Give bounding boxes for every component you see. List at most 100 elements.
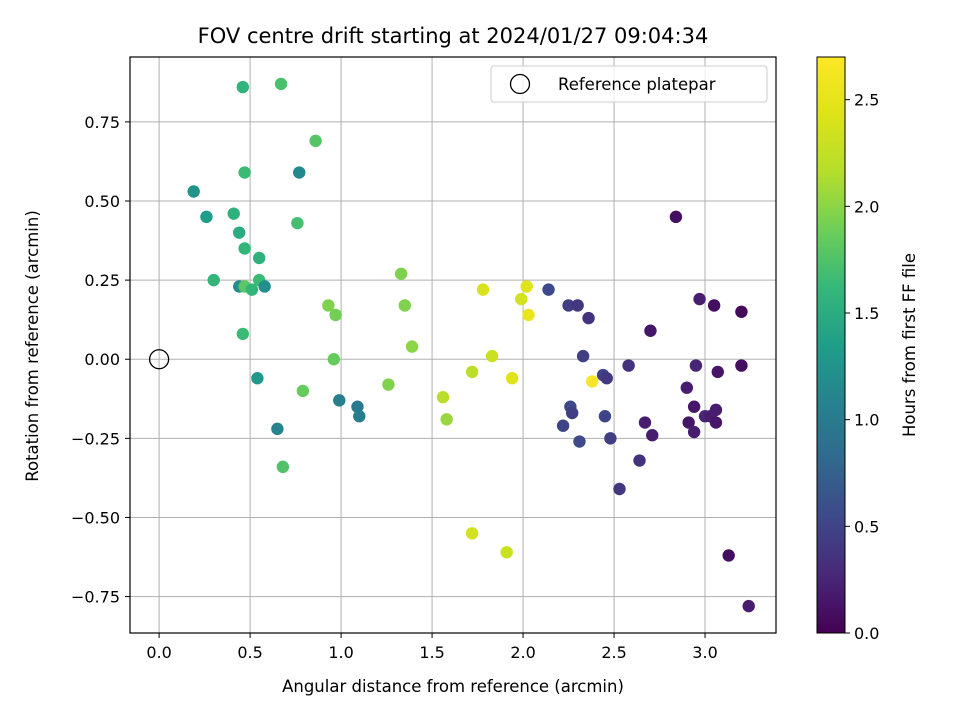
data-point	[476, 283, 490, 296]
data-point	[394, 267, 408, 280]
data-point	[646, 428, 659, 442]
data-point	[293, 166, 306, 179]
data-point	[669, 210, 683, 224]
data-point	[274, 77, 288, 91]
data-point	[600, 372, 613, 385]
data-point	[465, 527, 479, 540]
data-point	[709, 403, 723, 417]
y-tick-label: 0.00	[84, 350, 120, 369]
data-point	[689, 359, 703, 372]
data-point	[382, 378, 395, 391]
data-point	[405, 340, 419, 353]
y-tick-label: 0.25	[84, 271, 120, 290]
data-point	[276, 460, 290, 474]
data-point	[515, 292, 528, 306]
data-point	[251, 372, 264, 385]
data-point	[440, 413, 453, 426]
colorbar-tick-label: 1.0	[854, 411, 879, 430]
data-point	[542, 283, 555, 296]
data-point	[565, 406, 579, 420]
data-point	[207, 273, 220, 287]
data-point	[353, 410, 366, 423]
x-tick-label: 0.0	[146, 643, 171, 662]
colorbar: 0.0 0.5 1.0 1.5 2.0 2.5 Hours from first FF f…	[816, 56, 919, 643]
data-point	[200, 210, 213, 224]
x-tick-label: 1.0	[328, 643, 353, 662]
data-point	[258, 280, 271, 293]
data-point	[571, 299, 584, 312]
data-point	[586, 375, 599, 388]
colorbar-tick-label: 2.0	[854, 197, 879, 216]
data-point	[680, 381, 694, 394]
y-axis-ticks: 0.75 0.50 0.25 0.00 −0.25 −0.50 −0.75	[71, 113, 130, 607]
x-tick-label: 0.5	[237, 643, 262, 662]
y-tick-label: −0.25	[71, 429, 120, 448]
data-point	[236, 80, 250, 94]
legend: Reference platepar	[490, 65, 768, 103]
data-point	[633, 454, 646, 467]
data-point	[644, 324, 657, 337]
colorbar-ticks: 0.0 0.5 1.0 1.5 2.0 2.5	[845, 91, 879, 643]
data-point	[296, 384, 310, 398]
legend-box	[490, 65, 768, 103]
data-point	[309, 134, 322, 148]
data-point	[245, 283, 259, 296]
legend-marker-reference-icon	[509, 73, 531, 95]
data-point	[500, 546, 513, 559]
grid-lines	[130, 57, 776, 633]
data-points	[148, 77, 755, 613]
data-point	[271, 422, 284, 436]
legend-label-reference: Reference platepar	[558, 75, 716, 94]
data-point	[238, 242, 251, 255]
data-point	[604, 432, 617, 445]
data-point	[322, 299, 335, 312]
data-point	[582, 311, 595, 325]
axes-frame	[129, 56, 777, 634]
data-point	[576, 349, 590, 363]
reference-platepar-marker	[148, 349, 170, 370]
data-point	[351, 400, 364, 413]
data-point	[598, 410, 612, 423]
data-point	[291, 216, 304, 230]
data-point	[333, 394, 346, 407]
data-point	[709, 416, 723, 429]
data-point	[556, 419, 570, 432]
x-axis-label: Angular distance from reference (arcmin)	[282, 677, 624, 696]
data-point	[622, 359, 635, 372]
data-point	[682, 416, 695, 429]
data-point	[232, 226, 246, 239]
colorbar-gradient	[816, 56, 846, 634]
data-point	[236, 327, 250, 341]
x-tick-label: 1.5	[419, 643, 444, 662]
data-point	[687, 400, 701, 413]
data-point	[465, 365, 479, 379]
data-point	[562, 299, 575, 312]
plot-frame	[129, 56, 777, 634]
data-point	[707, 299, 721, 312]
data-point	[238, 166, 251, 179]
data-point	[735, 359, 748, 372]
data-point	[329, 308, 342, 322]
x-tick-label: 2.0	[510, 643, 535, 662]
y-tick-label: −0.50	[71, 508, 120, 527]
data-point	[693, 292, 706, 306]
colorbar-tick-label: 1.5	[854, 304, 879, 323]
y-tick-label: 0.50	[84, 192, 120, 211]
data-point	[253, 251, 266, 265]
data-point	[722, 549, 735, 562]
data-point	[327, 353, 341, 366]
colorbar-label: Hours from first FF file	[900, 253, 919, 437]
data-point	[711, 365, 724, 379]
chart-title: FOV centre drift starting at 2024/01/27 …	[198, 24, 709, 48]
x-tick-label: 3.0	[692, 643, 717, 662]
x-axis-ticks: 0.0 0.5 1.0 1.5 2.0 2.5 3.0	[146, 633, 718, 662]
colorbar-tick-label: 0.0	[854, 624, 879, 643]
data-point	[687, 425, 701, 439]
data-point	[485, 349, 499, 363]
data-point	[520, 280, 533, 293]
data-point	[436, 391, 450, 404]
data-point	[735, 305, 748, 318]
y-tick-label: −0.75	[71, 588, 120, 607]
data-point	[505, 372, 519, 385]
